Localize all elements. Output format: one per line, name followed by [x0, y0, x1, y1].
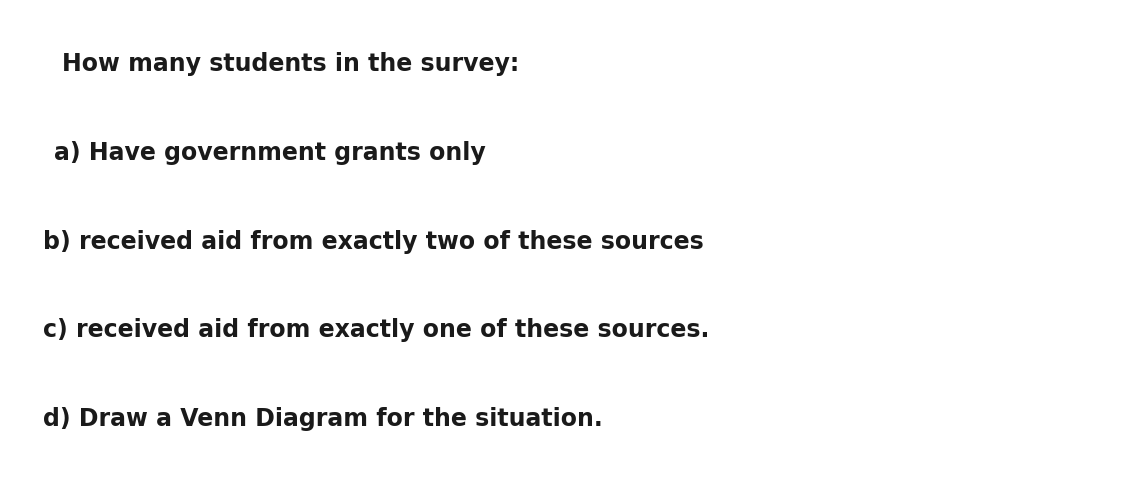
Text: c) received aid from exactly one of these sources.: c) received aid from exactly one of thes… — [43, 318, 709, 342]
Text: b) received aid from exactly two of these sources: b) received aid from exactly two of thes… — [43, 230, 704, 253]
Text: a) Have government grants only: a) Have government grants only — [54, 141, 485, 165]
Text: d) Draw a Venn Diagram for the situation.: d) Draw a Venn Diagram for the situation… — [43, 407, 602, 431]
Text: How many students in the survey:: How many students in the survey: — [62, 52, 519, 76]
